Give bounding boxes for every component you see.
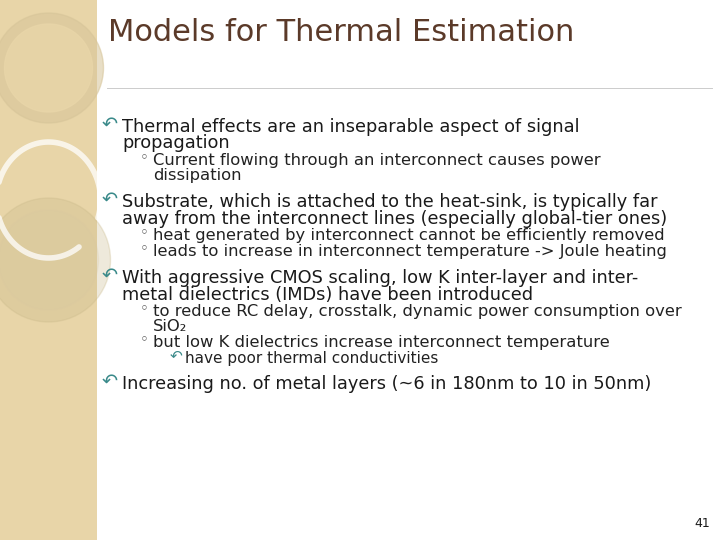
- Circle shape: [4, 24, 92, 112]
- Text: ↶: ↶: [102, 190, 118, 208]
- Text: ◦: ◦: [140, 225, 149, 240]
- Text: away from the interconnect lines (especially global-tier ones): away from the interconnect lines (especi…: [122, 210, 667, 227]
- Text: ◦: ◦: [140, 241, 149, 256]
- Text: Substrate, which is attached to the heat-sink, is typically far: Substrate, which is attached to the heat…: [122, 193, 657, 211]
- Text: ◦: ◦: [140, 332, 149, 347]
- Text: to reduce RC delay, crosstalk, dynamic power consumption over: to reduce RC delay, crosstalk, dynamic p…: [153, 304, 682, 319]
- Circle shape: [0, 198, 110, 322]
- Bar: [0, 0, 97, 540]
- Text: dissipation: dissipation: [153, 168, 241, 183]
- Text: metal dielectrics (IMDs) have been introduced: metal dielectrics (IMDs) have been intro…: [122, 286, 533, 303]
- Text: propagation: propagation: [122, 134, 230, 152]
- Circle shape: [0, 13, 104, 123]
- Text: ↶: ↶: [102, 372, 118, 390]
- Text: heat generated by interconnect cannot be efficiently removed: heat generated by interconnect cannot be…: [153, 228, 665, 243]
- Text: ↶: ↶: [102, 114, 118, 133]
- Text: Increasing no. of metal layers (~6 in 180nm to 10 in 50nm): Increasing no. of metal layers (~6 in 18…: [122, 375, 652, 393]
- Text: Models for Thermal Estimation: Models for Thermal Estimation: [108, 18, 575, 47]
- Text: leads to increase in interconnect temperature -> Joule heating: leads to increase in interconnect temper…: [153, 244, 667, 259]
- Text: ◦: ◦: [140, 150, 149, 165]
- Text: ↶: ↶: [102, 265, 118, 284]
- Text: Current flowing through an interconnect causes power: Current flowing through an interconnect …: [153, 153, 600, 168]
- Text: ↶: ↶: [170, 348, 183, 363]
- Text: With aggressive CMOS scaling, low K inter-layer and inter-: With aggressive CMOS scaling, low K inte…: [122, 269, 638, 287]
- Text: 41: 41: [694, 517, 710, 530]
- Text: but low K dielectrics increase interconnect temperature: but low K dielectrics increase interconn…: [153, 335, 610, 350]
- Text: Thermal effects are an inseparable aspect of signal: Thermal effects are an inseparable aspec…: [122, 118, 580, 136]
- Circle shape: [0, 210, 99, 310]
- Text: SiO₂: SiO₂: [153, 319, 187, 334]
- Text: ◦: ◦: [140, 301, 149, 316]
- Text: have poor thermal conductivities: have poor thermal conductivities: [185, 351, 438, 366]
